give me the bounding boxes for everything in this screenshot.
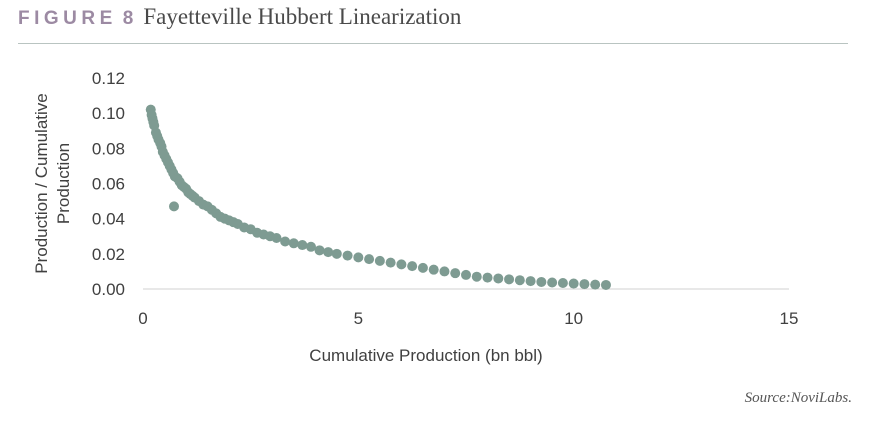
x-tick-label: 5 [354,309,363,328]
source-note: Source:NoviLabs. [744,390,852,406]
data-point [439,266,450,277]
y-tick-label: 0.12 [92,69,125,88]
x-axis-title: Cumulative Production (bn bbl) [309,346,542,365]
data-point [579,279,590,290]
chart-points [145,104,611,290]
data-point [482,272,493,283]
data-point [514,275,525,286]
y-tick-label: 0.08 [92,139,125,158]
data-point [525,276,536,287]
data-point [342,250,353,261]
data-point [331,248,342,259]
data-point [600,279,611,290]
data-point [536,276,547,287]
data-point [297,240,308,251]
data-point [471,271,482,282]
data-point [305,241,316,252]
data-point [428,264,439,275]
data-point [568,278,579,289]
chart-labels: 0.00 0.02 0.04 0.06 0.08 0.10 0.12 0 5 10 15 Cumula… [32,69,798,365]
data-point [271,233,282,244]
x-tick-label: 15 [780,309,799,328]
data-point [504,274,515,285]
figure-label: FIGURE [18,8,117,29]
y-tick-label: 0.04 [92,210,125,229]
figure-number: 8 [122,8,134,29]
data-point [364,254,375,265]
y-axis-title: Production / Cumulative Production [32,93,73,273]
data-point [314,245,325,256]
data-point [169,201,180,212]
data-point [288,238,299,249]
data-point [407,261,418,272]
data-point [450,268,461,279]
data-point [385,257,396,268]
data-point [353,252,364,263]
data-point [417,262,428,273]
data-point [280,236,291,247]
y-tick-label: 0.06 [92,175,125,194]
data-point [557,278,568,289]
x-tick-label: 10 [564,309,583,328]
figure-header: FIGURE 8 Fayetteville Hubbert Linearizat… [18,4,461,38]
data-point [590,279,601,290]
y-tick-label: 0.02 [92,245,125,264]
y-tick-label: 0.00 [92,280,125,299]
data-point [461,269,471,280]
data-point [374,255,385,266]
header-divider [18,43,848,44]
y-tick-label: 0.10 [92,104,125,123]
data-point [493,273,504,284]
x-tick-label: 0 [138,309,147,328]
data-point [547,277,558,288]
figure-title: Fayetteville Hubbert Linearization [143,4,462,29]
data-point [396,259,407,270]
data-point [323,247,334,258]
